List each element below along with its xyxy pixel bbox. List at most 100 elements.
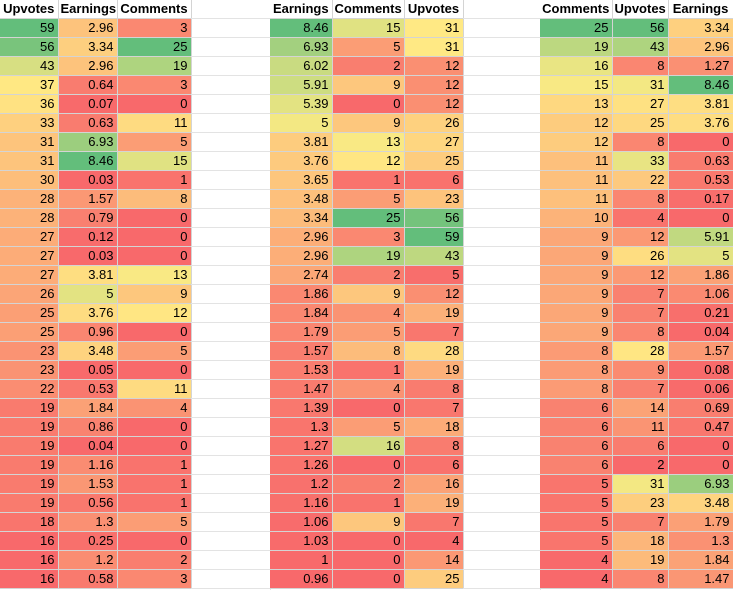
cell-comments[interactable]: 9 bbox=[117, 284, 192, 304]
cell-comments[interactable]: 3 bbox=[117, 569, 192, 589]
cell-comments[interactable]: 3 bbox=[117, 18, 192, 38]
cell-comments[interactable]: 19 bbox=[117, 56, 192, 76]
cell-earnings[interactable]: 3.65 bbox=[270, 170, 333, 190]
cell-comments[interactable]: 15 bbox=[540, 75, 613, 95]
cell-earnings[interactable]: 0.06 bbox=[668, 379, 733, 399]
cell-upvotes[interactable]: 19 bbox=[0, 436, 59, 456]
column-header-earnings[interactable]: Earnings bbox=[270, 0, 333, 19]
cell-upvotes[interactable]: 7 bbox=[612, 379, 669, 399]
cell-upvotes[interactable]: 19 bbox=[0, 493, 59, 513]
cell-comments[interactable]: 0 bbox=[117, 360, 192, 380]
cell-upvotes[interactable]: 8 bbox=[404, 436, 464, 456]
cell-comments[interactable]: 10 bbox=[540, 208, 613, 228]
cell-upvotes[interactable]: 8 bbox=[612, 189, 669, 209]
cell-earnings[interactable]: 5.91 bbox=[668, 227, 733, 247]
cell-comments[interactable]: 16 bbox=[332, 436, 405, 456]
cell-upvotes[interactable]: 7 bbox=[612, 303, 669, 323]
cell-upvotes[interactable]: 7 bbox=[404, 398, 464, 418]
cell-upvotes[interactable]: 26 bbox=[0, 284, 59, 304]
cell-earnings[interactable]: 1.57 bbox=[668, 341, 733, 361]
cell-comments[interactable]: 2 bbox=[332, 265, 405, 285]
cell-comments[interactable]: 5 bbox=[540, 493, 613, 513]
cell-comments[interactable]: 12 bbox=[540, 113, 613, 133]
cell-earnings[interactable]: 0.21 bbox=[668, 303, 733, 323]
cell-upvotes[interactable]: 25 bbox=[404, 569, 464, 589]
cell-upvotes[interactable]: 6 bbox=[404, 455, 464, 475]
cell-upvotes[interactable]: 33 bbox=[612, 151, 669, 171]
cell-earnings[interactable]: 0.04 bbox=[668, 322, 733, 342]
cell-comments[interactable]: 0 bbox=[117, 322, 192, 342]
cell-earnings[interactable]: 0.53 bbox=[668, 170, 733, 190]
cell-upvotes[interactable]: 12 bbox=[612, 265, 669, 285]
column-header-comments[interactable]: Comments bbox=[332, 0, 405, 19]
cell-comments[interactable]: 4 bbox=[332, 379, 405, 399]
cell-upvotes[interactable]: 28 bbox=[612, 341, 669, 361]
cell-comments[interactable]: 16 bbox=[540, 56, 613, 76]
cell-upvotes[interactable]: 16 bbox=[0, 550, 59, 570]
cell-earnings[interactable]: 0.58 bbox=[58, 569, 118, 589]
cell-comments[interactable]: 25 bbox=[332, 208, 405, 228]
cell-earnings[interactable]: 0 bbox=[668, 455, 733, 475]
cell-earnings[interactable]: 0.53 bbox=[58, 379, 118, 399]
cell-upvotes[interactable]: 25 bbox=[0, 303, 59, 323]
cell-comments[interactable]: 6 bbox=[540, 455, 613, 475]
cell-upvotes[interactable]: 14 bbox=[404, 550, 464, 570]
cell-earnings[interactable]: 1.16 bbox=[58, 455, 118, 475]
cell-comments[interactable]: 15 bbox=[332, 18, 405, 38]
cell-earnings[interactable]: 3.81 bbox=[58, 265, 118, 285]
cell-upvotes[interactable]: 23 bbox=[404, 189, 464, 209]
cell-upvotes[interactable]: 18 bbox=[404, 417, 464, 437]
cell-comments[interactable]: 15 bbox=[117, 151, 192, 171]
cell-upvotes[interactable]: 12 bbox=[404, 75, 464, 95]
cell-comments[interactable]: 13 bbox=[540, 94, 613, 114]
column-header-upvotes[interactable]: Upvotes bbox=[404, 0, 464, 19]
cell-earnings[interactable]: 1.86 bbox=[270, 284, 333, 304]
cell-earnings[interactable]: 3.81 bbox=[668, 94, 733, 114]
cell-comments[interactable]: 0 bbox=[332, 569, 405, 589]
cell-earnings[interactable]: 6.93 bbox=[668, 474, 733, 494]
cell-upvotes[interactable]: 30 bbox=[0, 170, 59, 190]
cell-earnings[interactable]: 0.17 bbox=[668, 189, 733, 209]
cell-comments[interactable]: 5 bbox=[332, 417, 405, 437]
cell-upvotes[interactable]: 8 bbox=[612, 56, 669, 76]
cell-comments[interactable]: 0 bbox=[117, 227, 192, 247]
cell-earnings[interactable]: 0.05 bbox=[58, 360, 118, 380]
cell-upvotes[interactable]: 31 bbox=[0, 132, 59, 152]
cell-earnings[interactable]: 0.07 bbox=[58, 94, 118, 114]
cell-comments[interactable]: 9 bbox=[540, 246, 613, 266]
cell-comments[interactable]: 5 bbox=[540, 474, 613, 494]
cell-upvotes[interactable]: 7 bbox=[612, 284, 669, 304]
cell-upvotes[interactable]: 6 bbox=[404, 170, 464, 190]
cell-comments[interactable]: 11 bbox=[117, 379, 192, 399]
cell-upvotes[interactable]: 23 bbox=[612, 493, 669, 513]
cell-upvotes[interactable]: 19 bbox=[0, 417, 59, 437]
cell-upvotes[interactable]: 12 bbox=[404, 94, 464, 114]
cell-earnings[interactable]: 2.74 bbox=[270, 265, 333, 285]
cell-comments[interactable]: 0 bbox=[117, 208, 192, 228]
cell-earnings[interactable]: 0.03 bbox=[58, 170, 118, 190]
cell-comments[interactable]: 6 bbox=[540, 398, 613, 418]
cell-upvotes[interactable]: 25 bbox=[404, 151, 464, 171]
cell-earnings[interactable]: 3.81 bbox=[270, 132, 333, 152]
cell-upvotes[interactable]: 59 bbox=[0, 18, 59, 38]
cell-comments[interactable]: 0 bbox=[332, 398, 405, 418]
cell-upvotes[interactable]: 8 bbox=[404, 379, 464, 399]
cell-upvotes[interactable]: 4 bbox=[404, 531, 464, 551]
cell-earnings[interactable]: 6.93 bbox=[58, 132, 118, 152]
cell-upvotes[interactable]: 37 bbox=[0, 75, 59, 95]
cell-earnings[interactable]: 3.76 bbox=[668, 113, 733, 133]
cell-earnings[interactable]: 1.3 bbox=[668, 531, 733, 551]
cell-comments[interactable]: 9 bbox=[540, 322, 613, 342]
cell-upvotes[interactable]: 19 bbox=[404, 360, 464, 380]
cell-comments[interactable]: 12 bbox=[540, 132, 613, 152]
cell-earnings[interactable]: 0.25 bbox=[58, 531, 118, 551]
cell-earnings[interactable]: 0.63 bbox=[668, 151, 733, 171]
cell-earnings[interactable]: 1.84 bbox=[58, 398, 118, 418]
cell-comments[interactable]: 9 bbox=[540, 227, 613, 247]
cell-upvotes[interactable]: 8 bbox=[612, 132, 669, 152]
cell-earnings[interactable]: 0 bbox=[668, 436, 733, 456]
cell-earnings[interactable]: 1.06 bbox=[668, 284, 733, 304]
cell-earnings[interactable]: 8.46 bbox=[58, 151, 118, 171]
cell-upvotes[interactable]: 2 bbox=[612, 455, 669, 475]
cell-comments[interactable]: 5 bbox=[540, 512, 613, 532]
